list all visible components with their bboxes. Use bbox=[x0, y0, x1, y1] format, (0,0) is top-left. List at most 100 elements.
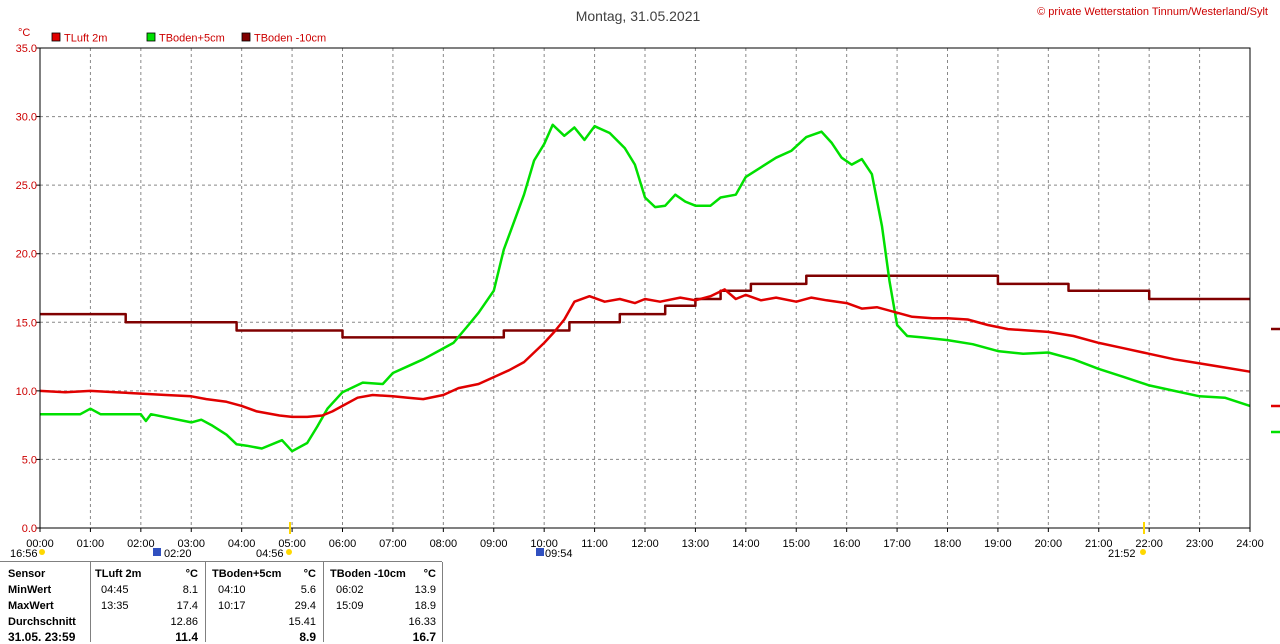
y-axis-ticks: 0.0 5.0 10.0 15.0 20.0 25.0 30.0 35.0 bbox=[16, 43, 40, 535]
stats-header-sensor: Sensor bbox=[8, 568, 46, 580]
stats-row-label: Durchschnitt bbox=[8, 616, 76, 628]
x-tick-label: 07:00 bbox=[379, 538, 407, 550]
x-tick-label: 04:00 bbox=[228, 538, 256, 550]
legend: TLuft 2m TBoden+5cm TBoden -10cm bbox=[51, 32, 326, 45]
x-tick-label: 06:00 bbox=[329, 538, 357, 550]
stats-header-unit: °C bbox=[185, 568, 198, 580]
y-tick-label: 35.0 bbox=[16, 43, 37, 55]
right-edge-markers bbox=[1271, 327, 1280, 434]
moonset-icon bbox=[153, 548, 161, 556]
x-tick-label: 21:00 bbox=[1085, 538, 1113, 550]
stats-value: 12.86 bbox=[170, 616, 198, 628]
legend-label-tboden5: TBoden+5cm bbox=[159, 33, 225, 45]
stats-time: 13:35 bbox=[101, 600, 129, 612]
x-tick-label: 19:00 bbox=[984, 538, 1012, 550]
stats-header-unit: °C bbox=[423, 568, 436, 580]
stats-time: 04:45 bbox=[101, 584, 129, 596]
y-tick-label: 10.0 bbox=[16, 386, 37, 398]
stats-value: 16.33 bbox=[408, 616, 436, 628]
x-tick-label: 05:00 bbox=[278, 538, 306, 550]
legend-item-tboden5: TBoden+5cm bbox=[146, 32, 225, 45]
stats-value: 18.9 bbox=[414, 600, 436, 612]
stats-row-label: MaxWert bbox=[8, 600, 54, 612]
series-line-0 bbox=[39, 288, 1251, 419]
sunrise-label: 04:56 bbox=[256, 548, 284, 560]
x-tick-label: 16:00 bbox=[833, 538, 861, 550]
stats-value: 5.6 bbox=[300, 584, 316, 596]
x-tick-label: 02:00 bbox=[127, 538, 155, 550]
stats-time: 06:02 bbox=[336, 584, 364, 596]
stats-value: 16.7 bbox=[412, 630, 436, 644]
moonrise-label: 09:54 bbox=[545, 548, 573, 560]
left-sun-icon bbox=[39, 549, 45, 555]
x-tick-label: 10:00 bbox=[530, 538, 558, 550]
x-tick-label: 13:00 bbox=[682, 538, 710, 550]
x-tick-label: 20:00 bbox=[1035, 538, 1063, 550]
legend-label-tboden10: TBoden -10cm bbox=[254, 33, 326, 45]
stats-col-tboden5: TBoden+5cm °C 04:10 5.6 10:17 29.4 15.41… bbox=[205, 562, 324, 644]
y-tick-label: 15.0 bbox=[16, 317, 37, 329]
copyright-text: © private Wetterstation Tinnum/Westerlan… bbox=[1037, 6, 1268, 18]
legend-label-tluft: TLuft 2m bbox=[64, 33, 107, 45]
y-unit-label: °C bbox=[18, 27, 30, 39]
stats-header-unit: °C bbox=[303, 568, 316, 580]
stats-table: Sensor MinWert MaxWert Durchschnitt 31.0… bbox=[0, 561, 443, 644]
sunset-label: 21:52 bbox=[1108, 548, 1136, 560]
x-tick-label: 01:00 bbox=[77, 538, 105, 550]
legend-item-tluft: TLuft 2m bbox=[51, 32, 107, 45]
y-tick-label: 0.0 bbox=[22, 523, 37, 535]
stats-value: 29.4 bbox=[294, 600, 316, 612]
stats-col-tboden10: TBoden -10cm °C 06:02 13.9 15:09 18.9 16… bbox=[323, 562, 443, 644]
moonrise-icon bbox=[536, 548, 544, 556]
left-time-label: 16:56 bbox=[10, 548, 38, 560]
x-tick-label: 00:00 bbox=[26, 538, 54, 550]
legend-swatch-tluft bbox=[51, 32, 61, 42]
x-tick-label: 17:00 bbox=[883, 538, 911, 550]
stats-value: 15.41 bbox=[288, 616, 316, 628]
x-tick-label: 14:00 bbox=[732, 538, 760, 550]
x-tick-label: 22:00 bbox=[1135, 538, 1163, 550]
series-line-2 bbox=[40, 274, 1250, 339]
stats-time: 15:09 bbox=[336, 600, 364, 612]
sunset-icon bbox=[1140, 549, 1146, 555]
stats-value: 13.9 bbox=[414, 584, 436, 596]
stats-header-tboden10: TBoden -10cm bbox=[330, 568, 406, 580]
x-tick-label: 08:00 bbox=[430, 538, 458, 550]
stats-value: 8.9 bbox=[299, 630, 316, 644]
legend-item-tboden10: TBoden -10cm bbox=[241, 32, 326, 45]
sunrise-icon bbox=[286, 549, 292, 555]
chart-title: Montag, 31.05.2021 bbox=[576, 8, 701, 24]
stats-value: 11.4 bbox=[175, 630, 198, 644]
x-tick-label: 12:00 bbox=[631, 538, 659, 550]
stats-header-tluft: TLuft 2m bbox=[95, 568, 142, 580]
grid bbox=[40, 48, 1250, 528]
sun-moon-markers: 16:56 02:20 04:56 09:54 21:52 bbox=[10, 522, 1146, 560]
y-tick-label: 30.0 bbox=[16, 112, 37, 124]
x-tick-label: 09:00 bbox=[480, 538, 508, 550]
stats-row-label: 31.05. 23:59 bbox=[8, 630, 76, 644]
x-tick-label: 03:00 bbox=[177, 538, 205, 550]
x-tick-label: 18:00 bbox=[934, 538, 962, 550]
series-line-1 bbox=[40, 123, 1251, 453]
y-tick-label: 5.0 bbox=[22, 454, 37, 466]
legend-swatch-tboden5 bbox=[146, 32, 156, 42]
x-tick-label: 24:00 bbox=[1236, 538, 1264, 550]
stats-col-labels: Sensor MinWert MaxWert Durchschnitt 31.0… bbox=[0, 562, 90, 644]
legend-swatch-tboden10 bbox=[241, 32, 251, 42]
x-axis-ticks: 00:00 01:00 02:00 03:00 04:00 05:00 06:00 07:00… bbox=[26, 528, 1264, 550]
series-lines bbox=[39, 123, 1251, 453]
stats-row-label: MinWert bbox=[8, 584, 52, 596]
x-tick-label: 23:00 bbox=[1186, 538, 1214, 550]
x-tick-label: 11:00 bbox=[581, 538, 608, 550]
y-tick-label: 25.0 bbox=[16, 180, 37, 192]
stats-value: 8.1 bbox=[182, 584, 198, 596]
x-tick-label: 15:00 bbox=[782, 538, 810, 550]
stats-header-tboden5: TBoden+5cm bbox=[212, 568, 282, 580]
stats-time: 10:17 bbox=[218, 600, 246, 612]
stats-col-tluft: TLuft 2m °C 04:45 8.1 13:35 17.4 12.86 1… bbox=[90, 562, 206, 644]
stats-time: 04:10 bbox=[218, 584, 246, 596]
plot-frame bbox=[39, 47, 1251, 529]
moonset-label: 02:20 bbox=[164, 548, 192, 560]
y-tick-label: 20.0 bbox=[16, 249, 37, 261]
stats-value: 17.4 bbox=[176, 600, 198, 612]
